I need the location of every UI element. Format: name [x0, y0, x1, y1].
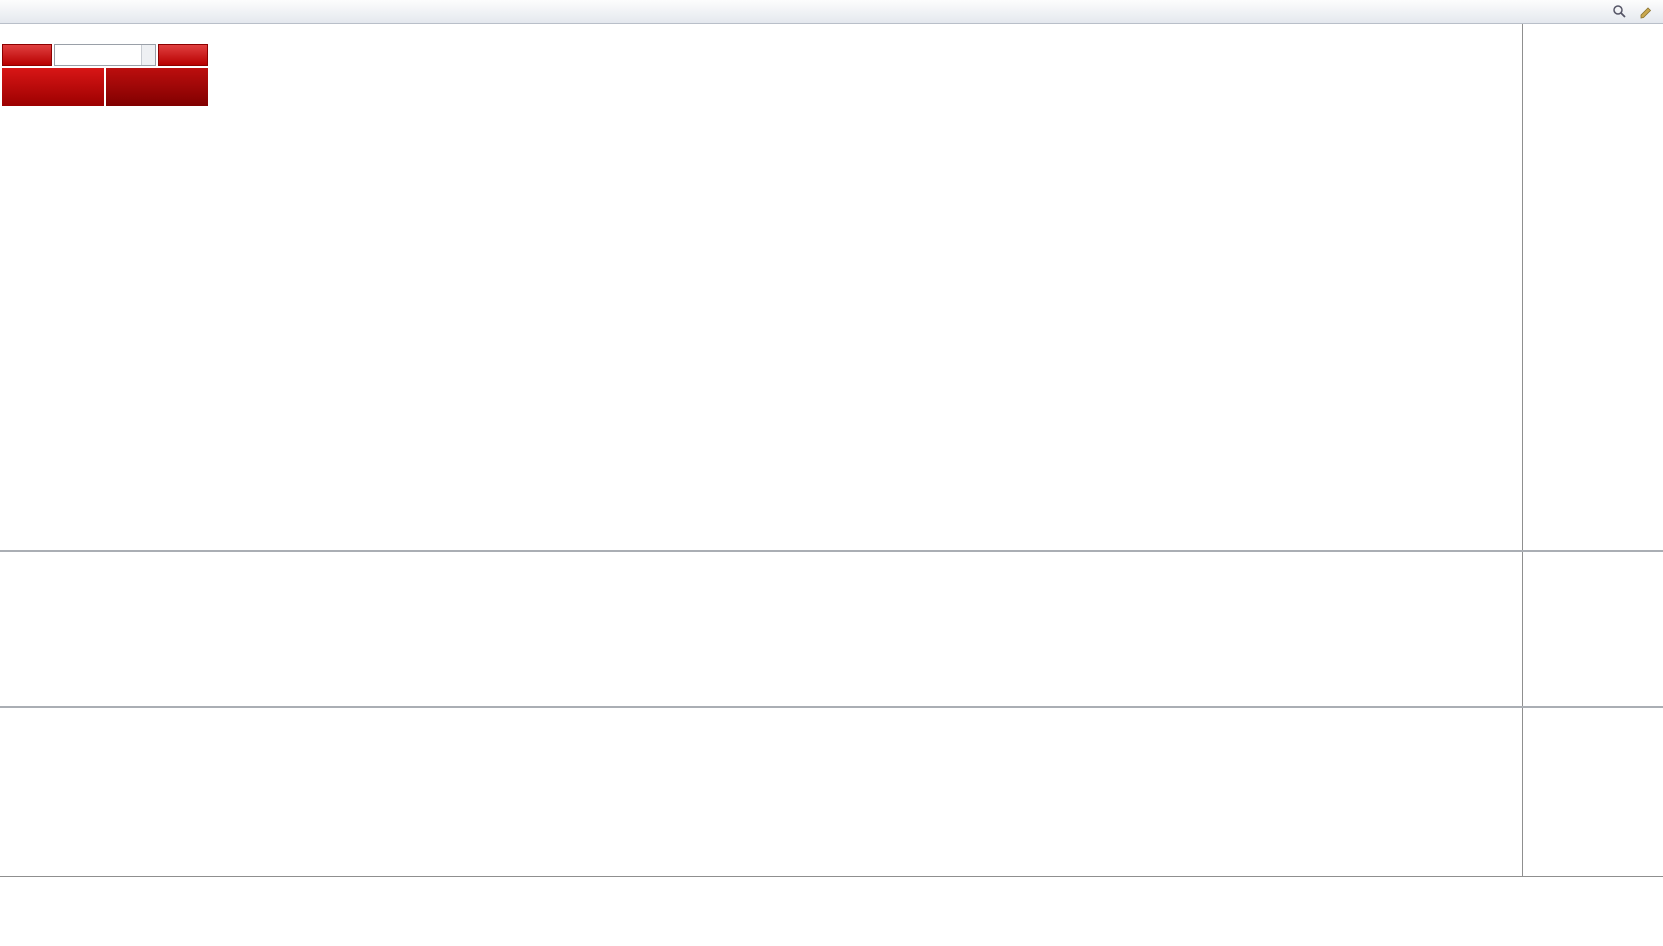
- search-icon: [1613, 5, 1626, 18]
- sell-button[interactable]: [2, 44, 52, 66]
- pencil-icon: [1640, 7, 1652, 19]
- buy-price-button[interactable]: [106, 68, 208, 106]
- toolbar-right: [1607, 2, 1659, 21]
- quick-edit-button[interactable]: [1634, 2, 1659, 21]
- sell-price-button[interactable]: [2, 68, 104, 106]
- one-click-trading-panel: [2, 44, 208, 106]
- search-button[interactable]: [1607, 2, 1632, 21]
- price-axis[interactable]: [1523, 0, 1663, 946]
- rsi-canvas[interactable]: [0, 710, 300, 860]
- macd-canvas[interactable]: [0, 554, 300, 704]
- macd-label: [5, 553, 20, 564]
- time-axis[interactable]: [0, 877, 1522, 901]
- macd-panel-separator[interactable]: [0, 550, 1663, 552]
- chart-title: [5, 27, 15, 38]
- buy-button[interactable]: [158, 44, 208, 66]
- volume-increase-button[interactable]: [142, 45, 155, 55]
- rsi-panel-separator[interactable]: [0, 706, 1663, 708]
- volume-decrease-button[interactable]: [142, 55, 155, 65]
- volume-spinner: [141, 45, 155, 65]
- volume-field[interactable]: [54, 44, 156, 66]
- time-axis-separator: [0, 876, 1663, 877]
- rsi-label: [5, 709, 15, 720]
- price-axis-separator: [1522, 24, 1523, 877]
- toolbar: [0, 0, 1663, 24]
